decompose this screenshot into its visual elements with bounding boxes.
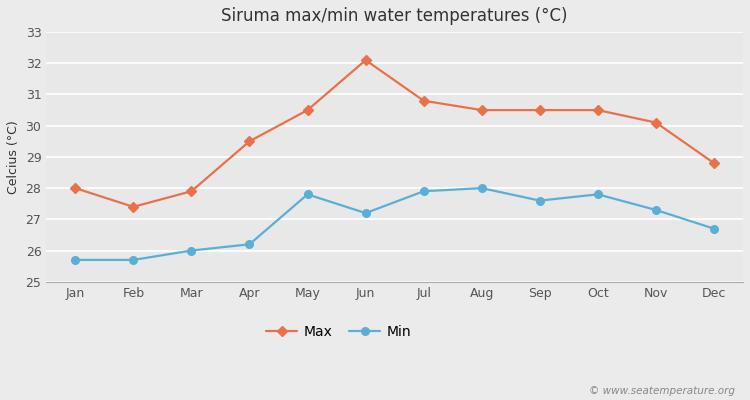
Line: Min: Min	[71, 184, 718, 264]
Min	[477, 186, 486, 190]
Max	[70, 186, 80, 190]
Min	[652, 208, 661, 212]
Min	[129, 258, 138, 262]
Max	[187, 189, 196, 194]
Max	[419, 98, 428, 103]
Max	[652, 120, 661, 125]
Min	[303, 192, 312, 197]
Min	[70, 258, 80, 262]
Max	[593, 108, 602, 112]
Min	[710, 226, 718, 231]
Min	[187, 248, 196, 253]
Text: © www.seatemperature.org: © www.seatemperature.org	[589, 386, 735, 396]
Line: Max: Max	[71, 56, 718, 211]
Min	[245, 242, 254, 247]
Y-axis label: Celcius (°C): Celcius (°C)	[7, 120, 20, 194]
Title: Siruma max/min water temperatures (°C): Siruma max/min water temperatures (°C)	[221, 7, 568, 25]
Max	[361, 58, 370, 62]
Max	[303, 108, 312, 112]
Legend: Max, Min: Max, Min	[261, 320, 417, 345]
Max	[710, 161, 718, 166]
Min	[361, 211, 370, 216]
Max	[477, 108, 486, 112]
Min	[593, 192, 602, 197]
Min	[536, 198, 544, 203]
Max	[129, 204, 138, 209]
Max	[536, 108, 544, 112]
Max	[245, 139, 254, 144]
Min	[419, 189, 428, 194]
